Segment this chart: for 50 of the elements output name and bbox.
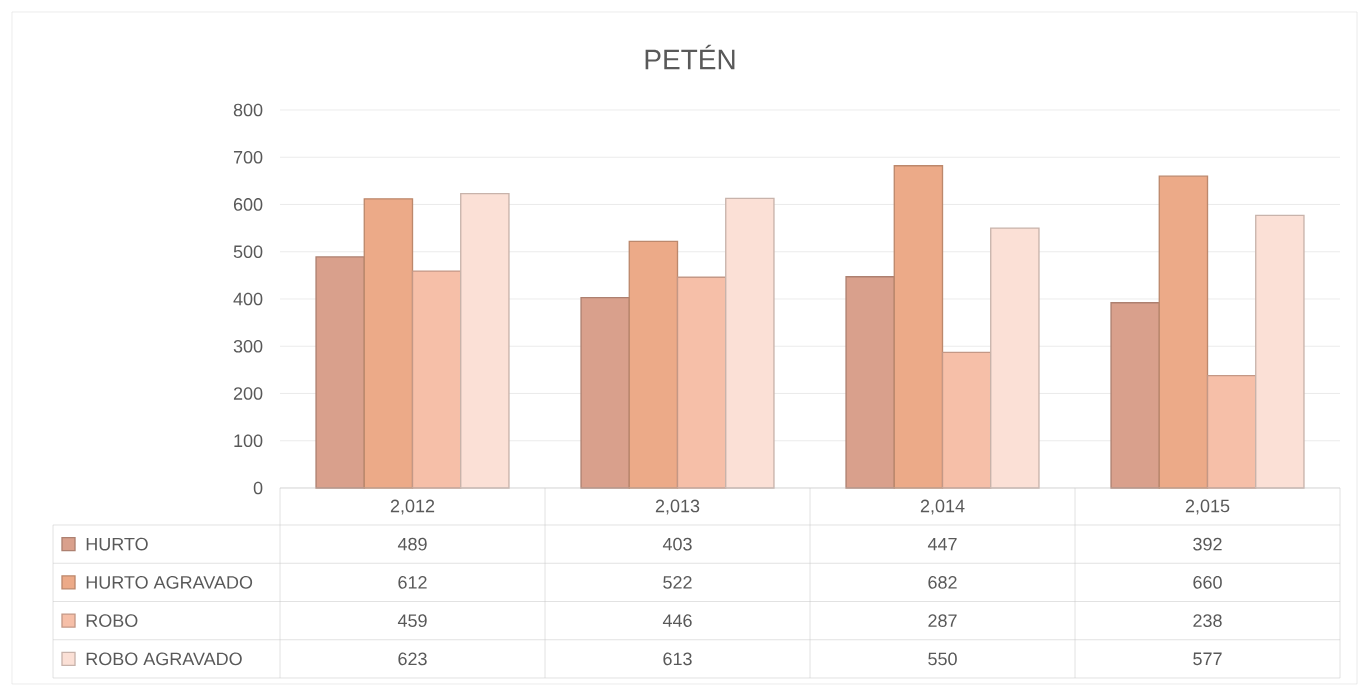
legend-label: ROBO bbox=[86, 614, 138, 627]
data-label: 446 bbox=[662, 614, 692, 627]
data-label: 392 bbox=[1193, 537, 1222, 551]
data-label: 447 bbox=[927, 537, 957, 551]
data-label: 612 bbox=[398, 576, 427, 589]
bar bbox=[1158, 175, 1209, 489]
y-tick-label: 300 bbox=[233, 339, 263, 353]
x-tick-label: 2,015 bbox=[1185, 499, 1230, 515]
bar bbox=[893, 165, 944, 489]
data-label: 577 bbox=[1193, 652, 1222, 666]
data-label: 660 bbox=[1193, 576, 1222, 589]
data-label: 613 bbox=[663, 652, 692, 666]
y-tick-label: 800 bbox=[233, 103, 263, 117]
y-tick-label: 600 bbox=[233, 198, 263, 211]
chart-title: PETÉN bbox=[645, 44, 735, 70]
bar bbox=[845, 276, 895, 489]
bar bbox=[460, 192, 510, 489]
legend-label: HURTO AGRAVADO bbox=[86, 576, 253, 589]
legend-label: ROBO AGRAVADO bbox=[86, 652, 242, 666]
bar bbox=[725, 197, 775, 489]
bar bbox=[1110, 302, 1160, 489]
y-tick-label: 100 bbox=[234, 434, 263, 448]
bar bbox=[990, 227, 1040, 489]
bar bbox=[1255, 214, 1305, 489]
data-label: 287 bbox=[928, 614, 957, 627]
bar bbox=[1206, 374, 1257, 489]
bar bbox=[363, 198, 414, 489]
x-tick-label: 2,012 bbox=[390, 499, 435, 515]
data-label: 682 bbox=[928, 576, 957, 589]
bar bbox=[411, 270, 462, 489]
x-tick-label: 2,013 bbox=[655, 499, 700, 515]
y-tick-label: 200 bbox=[233, 387, 263, 400]
x-tick-label: 2,014 bbox=[920, 499, 965, 515]
bar bbox=[580, 296, 630, 489]
y-tick-label: 500 bbox=[233, 245, 263, 259]
bar bbox=[676, 276, 727, 489]
data-label: 489 bbox=[397, 537, 427, 551]
y-tick-label: 700 bbox=[233, 150, 263, 164]
data-label: 623 bbox=[398, 652, 427, 666]
legend-label: HURTO bbox=[86, 537, 148, 551]
data-label: 238 bbox=[1193, 614, 1222, 627]
data-label: 459 bbox=[397, 614, 427, 627]
bar bbox=[315, 256, 365, 489]
y-tick-label: 0 bbox=[253, 481, 263, 495]
bar bbox=[628, 240, 679, 489]
data-label: 403 bbox=[662, 537, 692, 551]
y-tick-label: 400 bbox=[233, 292, 263, 306]
bar bbox=[941, 351, 992, 489]
data-label: 550 bbox=[928, 652, 957, 666]
data-label: 522 bbox=[663, 576, 692, 589]
